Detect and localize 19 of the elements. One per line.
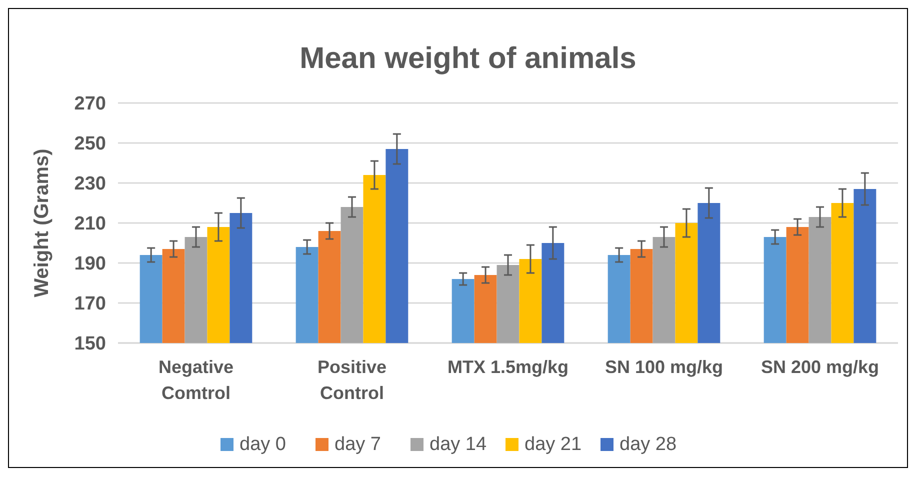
y-tick-label: 170	[74, 294, 106, 315]
legend-label: day 21	[524, 434, 582, 455]
x-tick-label: SN 200 mg/kg	[760, 357, 880, 377]
y-axis-title: Weight (Grams)	[31, 148, 53, 298]
legend-label: day 7	[334, 434, 381, 455]
y-tick-label: 190	[74, 254, 106, 275]
legend-label: day 0	[240, 434, 286, 455]
y-tick-label: 230	[74, 174, 106, 195]
chart-title: Mean weight of animals	[300, 42, 636, 75]
y-tick-label: 210	[74, 214, 106, 235]
y-tick-label: 270	[74, 94, 106, 115]
x-tick-label: Positive Control	[317, 357, 387, 403]
legend-label: day 28	[620, 434, 677, 455]
x-tick-label: SN 100 mg/kg	[604, 357, 724, 377]
x-tick-label: Negative Comtrol	[158, 357, 234, 403]
legend-label: day 14	[430, 434, 487, 455]
y-tick-label: 250	[74, 134, 106, 155]
x-tick-label: MTX 1.5mg/kg	[447, 357, 569, 377]
y-tick-label: 150	[74, 334, 106, 355]
